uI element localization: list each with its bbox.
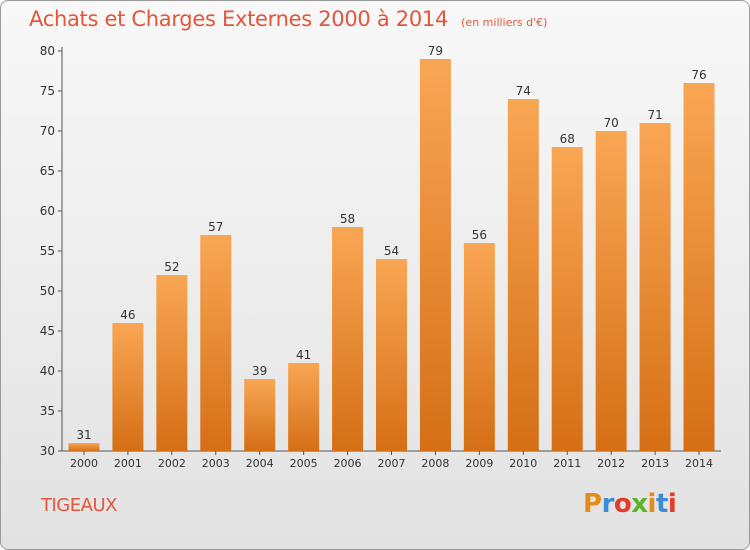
axes: 30 35 40 45 50 55 60 65 70 75 80 2000 2001 2002 2003 20…: [40, 44, 721, 470]
y-tick-label: 65: [40, 164, 55, 178]
x-tick-label-2008: 2008: [421, 457, 449, 470]
logo-letter: t: [655, 489, 668, 519]
data-label-2002: 52: [164, 260, 179, 274]
data-label-2012: 70: [604, 116, 619, 130]
bars: [68, 59, 715, 451]
logo-letter: i: [647, 489, 657, 519]
data-label-2010: 74: [516, 84, 531, 98]
y-tick-label: 40: [40, 364, 55, 378]
x-tick-label-2003: 2003: [202, 457, 230, 470]
commune-name: TIGEAUX: [41, 495, 117, 516]
chart-subtitle: (en milliers d'€): [461, 16, 548, 29]
y-tick-label: 70: [40, 124, 55, 138]
y-tick-label: 45: [40, 324, 55, 338]
y-tick-label: 80: [40, 44, 55, 58]
data-label-2014: 76: [691, 68, 706, 82]
bar-2013: [639, 123, 671, 451]
bar-2003: [200, 235, 232, 451]
data-label-2006: 58: [340, 212, 355, 226]
data-label-2009: 56: [472, 228, 487, 242]
data-label-2007: 54: [384, 244, 399, 258]
bar-2004: [244, 379, 276, 451]
y-tick-label: 60: [40, 204, 55, 218]
logo-letter: o: [613, 489, 632, 519]
logo-letter: i: [667, 489, 677, 519]
bar-2006: [332, 227, 364, 451]
x-tick-label-2010: 2010: [509, 457, 537, 470]
data-label-2001: 46: [120, 308, 135, 322]
proxiti-logo: Proxiti: [583, 489, 677, 519]
bar-2007: [376, 259, 407, 451]
x-tick-label-2006: 2006: [334, 457, 362, 470]
bar-2010: [507, 99, 539, 451]
y-tick-label: 30: [40, 444, 55, 458]
bar-2011: [551, 147, 583, 451]
bar-2014: [683, 83, 715, 451]
data-label-2005: 41: [296, 348, 311, 362]
logo-letter: P: [583, 489, 602, 519]
x-tick-label-2004: 2004: [246, 457, 274, 470]
x-tick-label-2001: 2001: [114, 457, 142, 470]
y-tick-label: 75: [40, 84, 55, 98]
data-label-2003: 57: [208, 220, 223, 234]
x-tick-label-2009: 2009: [465, 457, 493, 470]
y-tick-label: 35: [40, 404, 55, 418]
data-label-2013: 71: [647, 108, 662, 122]
chart-title: Achats et Charges Externes 2000 à 2014: [29, 7, 449, 31]
bar-2012: [595, 131, 627, 451]
bar-2000: [68, 443, 100, 451]
bar-2008: [419, 59, 451, 451]
data-label-2011: 68: [560, 132, 575, 146]
logo-letter: x: [631, 489, 648, 519]
x-tick-label-2007: 2007: [378, 457, 406, 470]
data-labels: 31 46 52 57 39 41 58 54 79 56 74 68 70 71 76: [76, 44, 706, 442]
data-label-2000: 31: [76, 428, 91, 442]
y-tick-label: 55: [40, 244, 55, 258]
bar-2009: [463, 243, 495, 451]
data-label-2004: 39: [252, 364, 267, 378]
x-tick-label-2005: 2005: [290, 457, 318, 470]
x-tick-label-2000: 2000: [70, 457, 98, 470]
x-tick-label-2014: 2014: [685, 457, 713, 470]
x-tick-label-2002: 2002: [158, 457, 186, 470]
bar-2002: [156, 275, 188, 451]
logo-letter: r: [601, 489, 615, 519]
x-tick-label-2013: 2013: [641, 457, 669, 470]
x-tick-label-2012: 2012: [597, 457, 625, 470]
bar-2005: [288, 363, 320, 451]
title-row: Achats et Charges Externes 2000 à 2014 (…: [29, 7, 547, 31]
bar-2001: [112, 323, 144, 451]
data-label-2008: 79: [428, 44, 443, 58]
x-tick-label-2011: 2011: [553, 457, 581, 470]
y-tick-label: 50: [40, 284, 55, 298]
